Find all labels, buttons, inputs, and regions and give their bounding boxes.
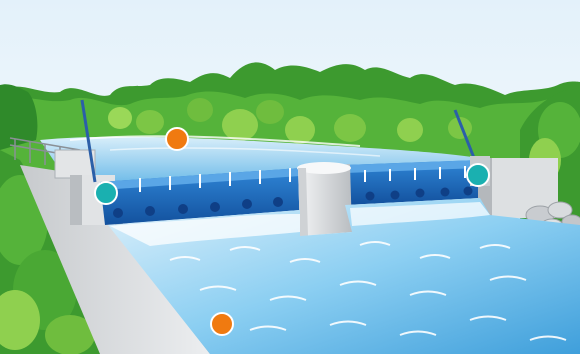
central-pier [297, 162, 352, 236]
marker-left-gate-hinge[interactable] [94, 181, 118, 205]
right-gate [345, 160, 480, 205]
marker-downstream-water[interactable] [210, 312, 234, 336]
marker-right-gate-hinge[interactable] [466, 163, 490, 187]
left-gate [100, 168, 300, 225]
marker-upstream-water[interactable] [165, 127, 189, 151]
